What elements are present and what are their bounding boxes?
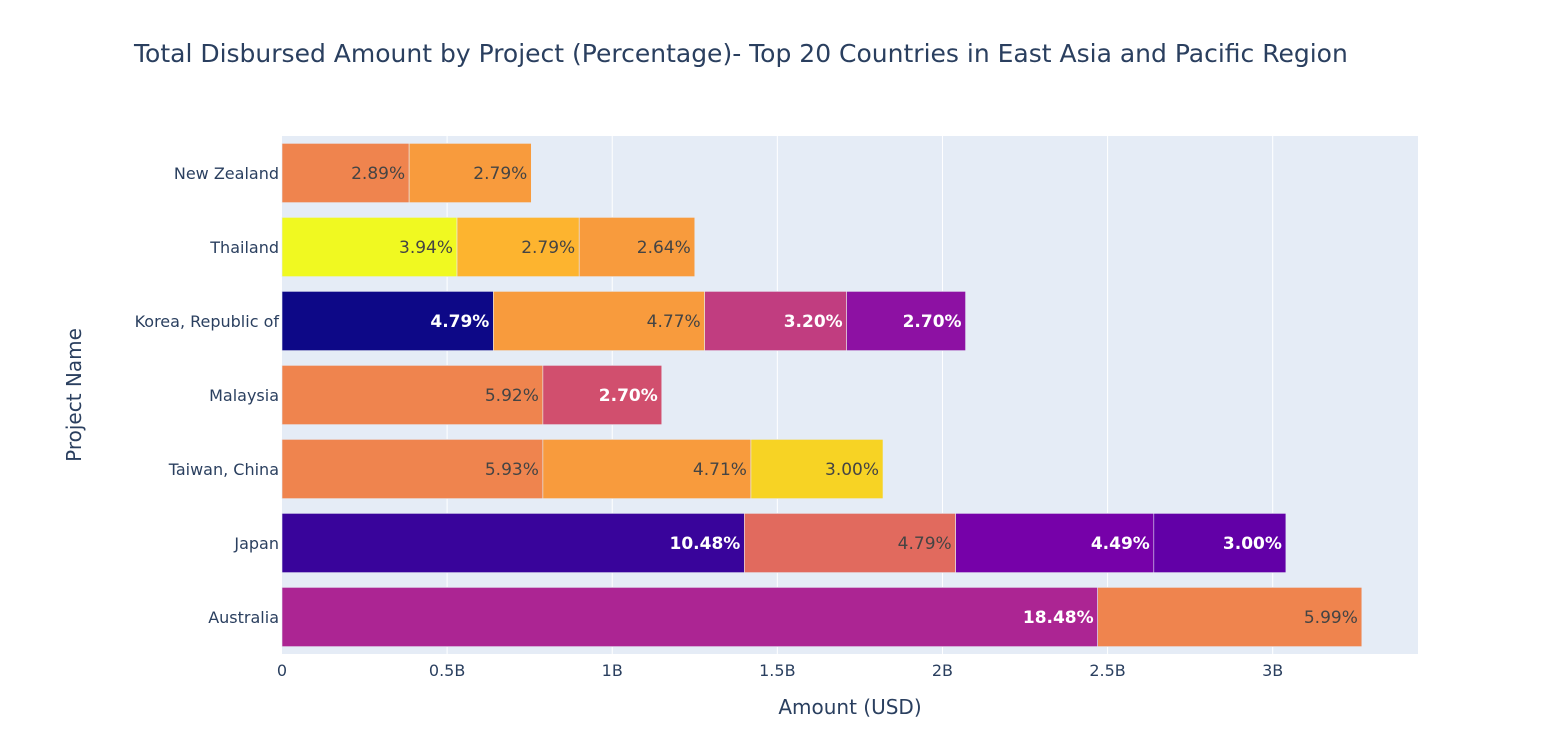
bar-data-label: 2.70% xyxy=(903,312,962,332)
y-tick-label: Japan xyxy=(233,534,279,553)
x-tick-label: 1.5B xyxy=(759,661,795,680)
y-tick-label: New Zealand xyxy=(174,164,279,183)
bar-data-label: 3.20% xyxy=(784,312,843,332)
y-tick-label: Korea, Republic of xyxy=(135,312,280,331)
x-axis-ticks: 0 0.5B 1B 1.5B 2B 2.5B 3B xyxy=(277,661,1283,680)
bar-data-label: 5.99% xyxy=(1304,608,1358,628)
bar-segment xyxy=(493,291,705,351)
bar-data-label: 4.79% xyxy=(430,312,489,332)
bar-data-label: 3.94% xyxy=(399,238,453,258)
x-tick-label: 3B xyxy=(1262,661,1283,680)
bar-data-label: 2.89% xyxy=(351,164,405,184)
bar-data-label: 2.79% xyxy=(521,238,575,258)
bar-segment xyxy=(281,587,1098,647)
bar-segment xyxy=(281,439,544,499)
bar-data-label: 2.64% xyxy=(637,238,691,258)
bar-data-label: 18.48% xyxy=(1023,608,1094,628)
bar-data-label: 5.93% xyxy=(485,460,539,480)
bar-data-label: 4.79% xyxy=(898,534,952,554)
bar-segment xyxy=(456,217,580,277)
x-tick-label: 2B xyxy=(932,661,953,680)
bar-data-label: 3.00% xyxy=(1223,534,1282,554)
x-tick-label: 0.5B xyxy=(429,661,465,680)
bar-data-label: 5.92% xyxy=(485,386,539,406)
y-tick-label: Australia xyxy=(208,608,279,627)
bar-data-label: 4.71% xyxy=(693,460,747,480)
y-axis-title: Project Name xyxy=(62,328,86,462)
bar-segment xyxy=(542,365,663,425)
bar-segment xyxy=(281,365,544,425)
bars xyxy=(281,143,1363,647)
bar-segment xyxy=(704,291,847,351)
bar-segment xyxy=(744,513,956,573)
bar-data-label: 2.70% xyxy=(599,386,658,406)
bar-data-label: 2.79% xyxy=(473,164,527,184)
bar-data-label: 4.77% xyxy=(647,312,701,332)
x-tick-label: 1B xyxy=(602,661,623,680)
bar-segment xyxy=(955,513,1155,573)
x-axis-title: Amount (USD) xyxy=(778,695,921,719)
bar-segment xyxy=(1097,587,1363,647)
bar-segment xyxy=(408,143,532,203)
y-tick-label: Taiwan, China xyxy=(168,460,279,479)
x-tick-label: 0 xyxy=(277,661,287,680)
chart-title: Total Disbursed Amount by Project (Perce… xyxy=(133,39,1348,68)
bar-segment xyxy=(846,291,966,351)
x-tick-label: 2.5B xyxy=(1089,661,1125,680)
y-tick-label: Thailand xyxy=(209,238,279,257)
bar-segment xyxy=(1153,513,1287,573)
bar-segment xyxy=(750,439,884,499)
bar-segment xyxy=(542,439,752,499)
bar-data-label: 10.48% xyxy=(670,534,741,554)
bar-segment xyxy=(281,513,745,573)
bar-labels: 18.48% 5.99% 10.48% 4.79% 4.49% 3.00% 5.93% 4.7… xyxy=(351,164,1358,628)
bar-data-label: 3.00% xyxy=(825,460,879,480)
bar-segment xyxy=(281,217,458,277)
bar-data-label: 4.49% xyxy=(1091,534,1150,554)
bar-segment xyxy=(578,217,696,277)
bar-segment xyxy=(281,143,410,203)
y-tick-label: Malaysia xyxy=(209,386,279,405)
y-axis-ticks: Australia Japan Taiwan, China Malaysia Korea… xyxy=(135,164,280,627)
